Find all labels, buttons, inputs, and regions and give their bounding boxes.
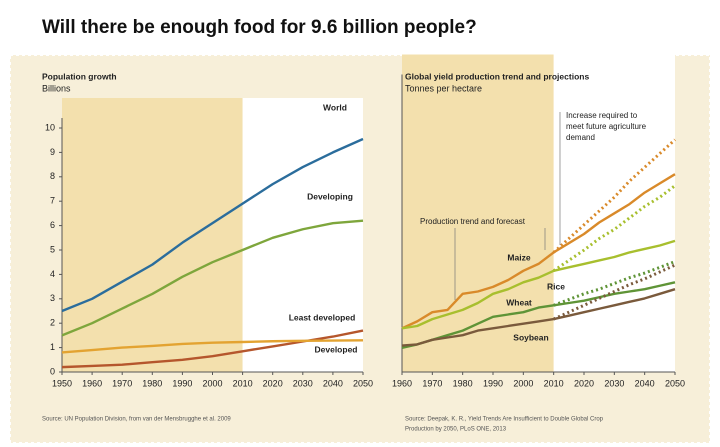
source: Source: UN Population Division, from van… — [42, 417, 231, 423]
x-tick-label: 2030 — [604, 378, 624, 388]
x-tick-label: 2050 — [353, 378, 373, 388]
x-tick-label: 1980 — [142, 378, 162, 388]
source: Production by 2050, PLoS ONE, 2013 — [405, 427, 507, 433]
series-label: Soybean — [513, 332, 548, 342]
series-label: Rice — [547, 281, 565, 291]
x-tick-label: 1980 — [453, 378, 473, 388]
x-tick-label: 2040 — [323, 378, 343, 388]
x-tick-label: 2040 — [635, 378, 655, 388]
y-axis-label: Billions — [42, 83, 71, 93]
series-label: World — [323, 102, 347, 112]
series-line — [61, 339, 364, 354]
annotation: demand — [566, 133, 595, 142]
x-tick-label: 2030 — [293, 378, 313, 388]
series-line — [61, 219, 364, 337]
annotation: Production trend and forecast — [420, 217, 526, 226]
series-label: Developing — [307, 191, 353, 201]
y-tick-label: 5 — [50, 244, 55, 254]
series-line — [401, 288, 676, 347]
x-tick-label: 1990 — [483, 378, 503, 388]
series-label: Developed — [315, 344, 358, 354]
y-tick-label: 1 — [50, 342, 55, 352]
required-line — [553, 260, 676, 307]
history-shade — [62, 98, 243, 372]
y-tick-label: 0 — [50, 366, 55, 376]
y-axis-label: Tonnes per hectare — [405, 83, 482, 93]
x-tick-label: 1960 — [82, 378, 102, 388]
required-line — [553, 263, 676, 321]
page-title: Will there be enough food for 9.6 billio… — [42, 17, 477, 38]
x-tick-label: 2050 — [665, 378, 685, 388]
y-tick-label: 4 — [50, 269, 55, 279]
series-line — [61, 137, 364, 313]
x-tick-label: 1970 — [422, 378, 442, 388]
annotation: Increase required to — [566, 111, 638, 120]
x-tick-label: 2010 — [544, 378, 564, 388]
series-label: Maize — [507, 252, 530, 262]
y-tick-label: 8 — [50, 171, 55, 181]
y-tick-label: 3 — [50, 293, 55, 303]
y-tick-label: 9 — [50, 147, 55, 157]
series-label: Wheat — [506, 297, 532, 307]
x-tick-label: 1950 — [52, 378, 72, 388]
x-tick-label: 2000 — [513, 378, 533, 388]
y-tick-label: 10 — [45, 122, 55, 132]
source: Source: Deepak, K. R., Yield Trends Are … — [405, 417, 604, 423]
annotation: meet future agriculture — [566, 122, 647, 131]
chart-title: Global yield production trend and projec… — [405, 71, 589, 81]
x-tick-label: 1960 — [392, 378, 412, 388]
x-tick-label: 2020 — [574, 378, 594, 388]
x-tick-label: 2000 — [202, 378, 222, 388]
y-tick-label: 2 — [50, 318, 55, 328]
series-label: Least developed — [289, 312, 356, 322]
x-tick-label: 2010 — [233, 378, 253, 388]
projection-area — [242, 98, 363, 372]
x-tick-label: 1970 — [112, 378, 132, 388]
y-tick-label: 7 — [50, 196, 55, 206]
series-line — [401, 281, 676, 350]
series-line — [401, 239, 676, 330]
y-tick-label: 6 — [50, 220, 55, 230]
series-line — [401, 173, 676, 330]
x-tick-label: 2020 — [263, 378, 283, 388]
chart-title: Population growth — [42, 71, 117, 81]
x-tick-label: 1990 — [172, 378, 192, 388]
history-shade — [402, 54, 554, 372]
